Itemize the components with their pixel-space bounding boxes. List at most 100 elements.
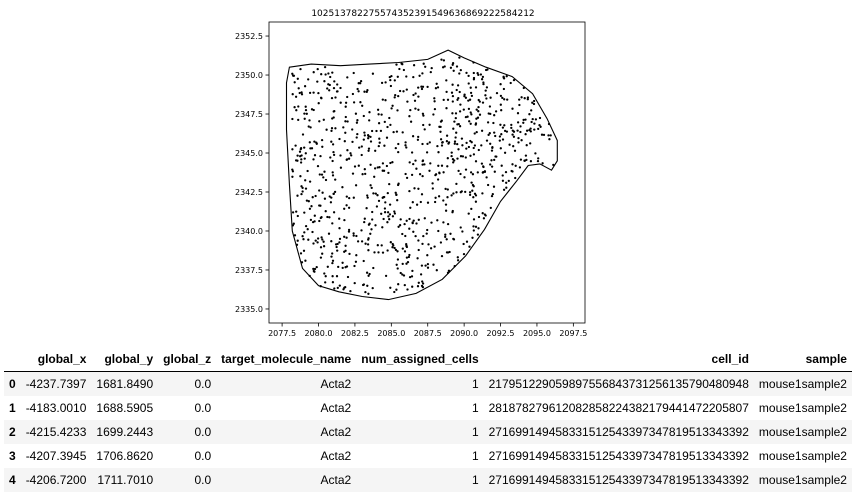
data-point	[488, 132, 491, 135]
dataframe-output: global_x global_y global_z target_molecule_…	[0, 347, 852, 492]
data-point	[335, 245, 338, 249]
data-point	[304, 187, 308, 190]
data-point	[447, 269, 451, 272]
data-point	[437, 164, 440, 167]
data-point	[371, 218, 374, 221]
data-point	[421, 282, 425, 285]
data-point	[437, 151, 440, 154]
data-point	[360, 229, 363, 232]
data-point	[378, 141, 381, 144]
data-point	[421, 112, 425, 115]
data-point	[421, 159, 425, 162]
data-point	[356, 240, 360, 243]
data-point	[387, 215, 390, 218]
data-point	[468, 193, 472, 197]
data-point	[330, 140, 333, 143]
y-tick-label: 2345.0	[235, 149, 263, 158]
data-point	[308, 91, 312, 95]
data-point	[298, 150, 302, 153]
table-cell: 0.0	[194, 449, 212, 463]
data-point	[401, 232, 404, 236]
column-header: target_molecule_name	[216, 347, 357, 372]
row-index: 0	[9, 377, 16, 391]
data-point	[438, 125, 441, 128]
molecule-points	[291, 56, 555, 295]
data-point	[398, 67, 401, 71]
data-point	[315, 141, 318, 144]
data-point	[308, 274, 311, 278]
data-point	[406, 100, 409, 103]
data-point	[389, 78, 392, 82]
data-point	[524, 154, 528, 157]
data-point	[472, 61, 475, 64]
data-point	[391, 246, 394, 249]
data-point	[303, 112, 306, 115]
data-point	[420, 264, 424, 267]
data-point	[314, 239, 317, 242]
data-point	[420, 284, 424, 288]
data-point	[351, 92, 355, 96]
data-point	[291, 224, 295, 227]
data-point	[333, 190, 337, 194]
data-point	[423, 128, 426, 131]
data-point	[380, 244, 383, 247]
data-point	[406, 288, 409, 291]
data-point	[447, 141, 451, 144]
data-point	[428, 169, 431, 172]
data-point	[357, 164, 360, 167]
data-point	[343, 218, 346, 222]
data-point	[522, 118, 525, 122]
index-header	[4, 347, 21, 372]
data-point	[359, 101, 362, 104]
data-point	[376, 166, 379, 169]
data-point	[432, 113, 435, 116]
data-point	[412, 162, 415, 166]
data-point	[334, 127, 337, 130]
data-point	[510, 126, 513, 130]
data-point	[339, 86, 342, 90]
table-row: 3 -4207.3945 1706.8620 0.0 Acta2 1 27169914945…	[4, 444, 852, 468]
data-point	[296, 77, 299, 80]
data-point	[476, 72, 479, 75]
data-point	[301, 235, 304, 238]
data-point	[511, 129, 514, 132]
data-point	[489, 142, 492, 145]
data-point	[417, 135, 420, 139]
data-point	[493, 114, 496, 117]
data-point	[297, 87, 300, 90]
data-point	[324, 73, 327, 76]
data-point	[473, 144, 477, 147]
data-point	[310, 147, 314, 150]
data-point	[402, 274, 406, 277]
data-point	[500, 109, 503, 112]
data-point	[537, 127, 540, 131]
data-point	[433, 245, 436, 248]
data-point	[296, 239, 299, 242]
data-point	[456, 157, 459, 160]
data-point	[354, 260, 358, 263]
data-point	[541, 162, 544, 165]
data-point	[434, 196, 437, 199]
data-point	[311, 230, 314, 234]
data-point	[539, 125, 542, 128]
data-point	[354, 184, 358, 187]
data-point	[388, 116, 391, 120]
x-tick-label: 2082.5	[341, 329, 369, 338]
data-point	[455, 65, 459, 68]
data-point	[394, 248, 398, 252]
data-point	[330, 129, 333, 133]
data-point	[412, 93, 415, 97]
data-point	[412, 219, 415, 222]
data-point	[464, 156, 467, 159]
data-point	[389, 161, 392, 165]
data-point	[312, 242, 315, 245]
data-point	[356, 87, 359, 91]
data-point	[346, 149, 349, 152]
data-point	[436, 86, 440, 89]
data-point	[390, 74, 393, 78]
data-point	[490, 149, 494, 152]
data-point	[352, 101, 356, 104]
data-point	[388, 218, 391, 221]
data-point	[331, 174, 335, 177]
data-point	[402, 90, 405, 93]
